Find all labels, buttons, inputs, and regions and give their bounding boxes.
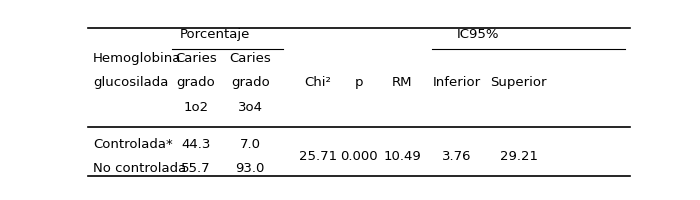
Text: 10.49: 10.49 — [384, 149, 421, 162]
Text: 0.000: 0.000 — [340, 149, 377, 162]
Text: 55.7: 55.7 — [181, 161, 211, 174]
Text: 3.76: 3.76 — [442, 149, 471, 162]
Text: grado: grado — [231, 76, 270, 89]
Text: grado: grado — [176, 76, 216, 89]
Text: Caries: Caries — [175, 51, 217, 64]
Text: Hemoglobina: Hemoglobina — [93, 51, 181, 64]
Text: Chi²: Chi² — [304, 76, 332, 89]
Text: 29.21: 29.21 — [500, 149, 538, 162]
Text: glucosilada: glucosilada — [93, 76, 168, 89]
Text: 1o2: 1o2 — [183, 101, 209, 114]
Text: IC95%: IC95% — [457, 28, 499, 41]
Text: RM: RM — [392, 76, 412, 89]
Text: No controlada: No controlada — [93, 161, 186, 174]
Text: Caries: Caries — [230, 51, 271, 64]
Text: Controlada*: Controlada* — [93, 138, 173, 151]
Text: 44.3: 44.3 — [181, 138, 211, 151]
Text: 7.0: 7.0 — [239, 138, 260, 151]
Text: Porcentaje: Porcentaje — [180, 28, 250, 41]
Text: Inferior: Inferior — [433, 76, 480, 89]
Text: 25.71: 25.71 — [299, 149, 337, 162]
Text: Superior: Superior — [491, 76, 547, 89]
Text: p: p — [354, 76, 363, 89]
Text: 3o4: 3o4 — [238, 101, 262, 114]
Text: 93.0: 93.0 — [236, 161, 265, 174]
